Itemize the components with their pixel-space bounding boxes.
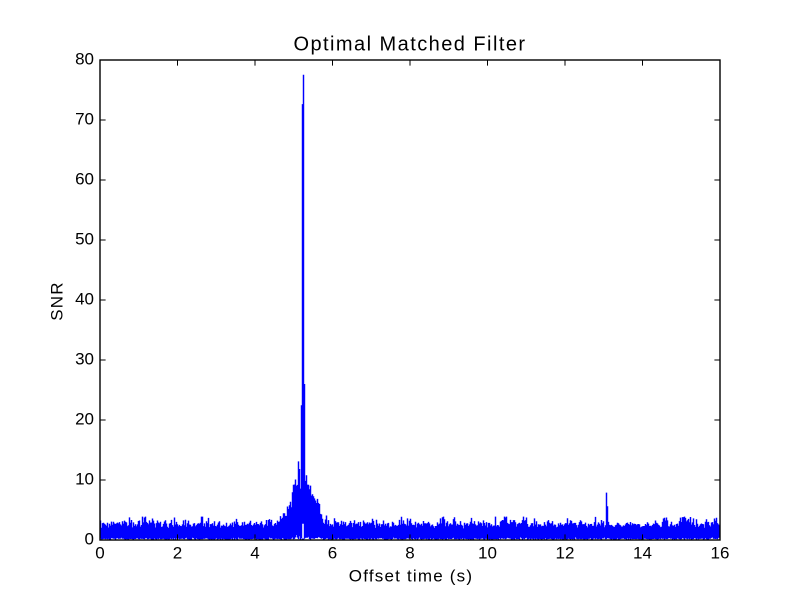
- svg-text:16: 16: [711, 544, 730, 563]
- svg-text:12: 12: [556, 544, 575, 563]
- svg-text:Optimal Matched Filter: Optimal Matched Filter: [293, 34, 526, 56]
- svg-text:Offset time (s): Offset time (s): [349, 567, 473, 586]
- svg-text:14: 14: [633, 544, 652, 563]
- svg-text:6: 6: [328, 544, 337, 563]
- svg-text:0: 0: [95, 544, 104, 563]
- svg-text:20: 20: [75, 410, 94, 429]
- svg-text:80: 80: [75, 50, 94, 69]
- svg-text:4: 4: [250, 544, 259, 563]
- svg-text:30: 30: [75, 350, 94, 369]
- svg-text:SNR: SNR: [47, 281, 66, 321]
- svg-text:60: 60: [75, 170, 94, 189]
- svg-text:50: 50: [75, 230, 94, 249]
- svg-text:70: 70: [75, 110, 94, 129]
- svg-text:10: 10: [478, 544, 497, 563]
- svg-text:10: 10: [75, 470, 94, 489]
- svg-text:0: 0: [85, 530, 94, 549]
- svg-text:2: 2: [173, 544, 182, 563]
- svg-text:40: 40: [75, 290, 94, 309]
- svg-text:8: 8: [405, 544, 414, 563]
